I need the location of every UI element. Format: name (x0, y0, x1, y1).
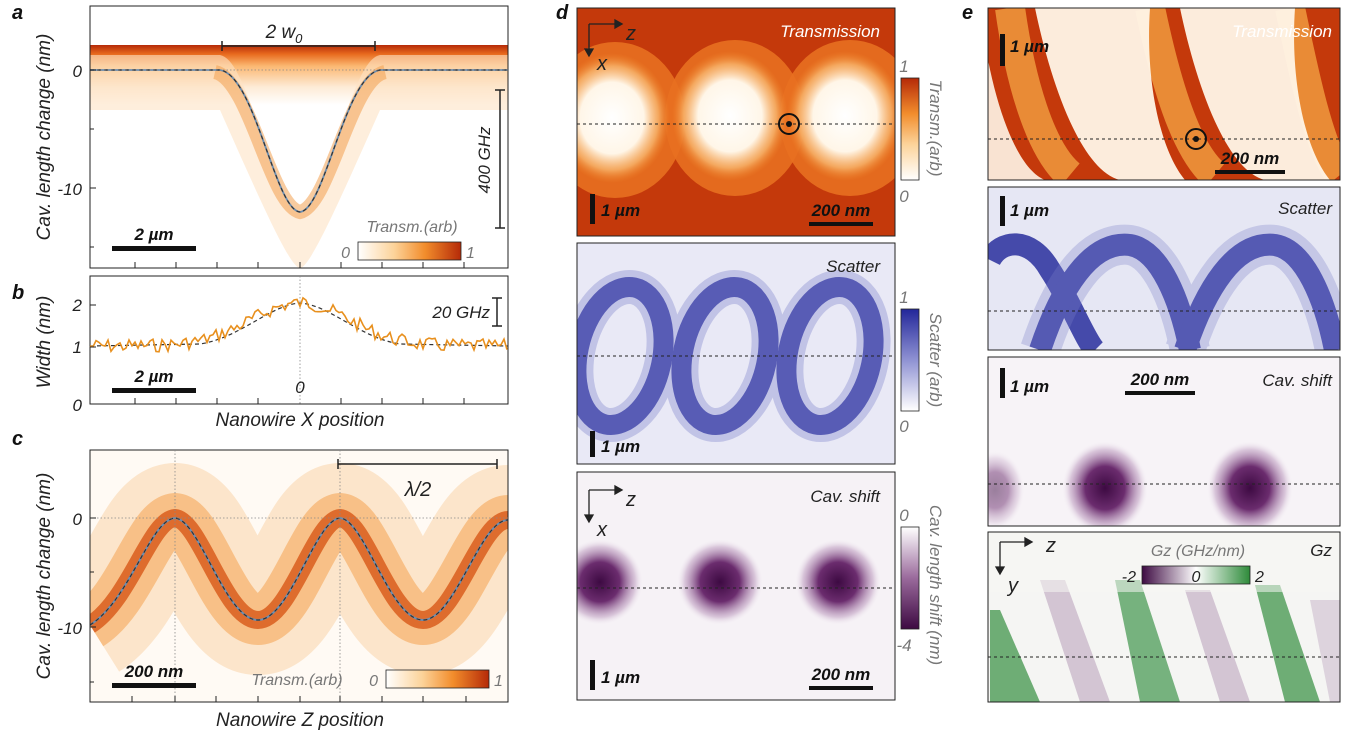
e-map2-scale-v: 1 µm (1010, 201, 1049, 220)
c-xlabel: Nanowire Z position (216, 710, 384, 731)
a-ylabel: Cav. length change (nm) (34, 34, 55, 241)
e-map1-scale-v: 1 µm (1010, 37, 1049, 56)
d-axis-x-2: x (596, 519, 608, 541)
panel-letter-a: a (12, 2, 24, 24)
a-400ghz-label: 400 GHz (475, 126, 494, 194)
e-scatter-map (988, 187, 1340, 350)
d-cbar2-min: 0 (899, 417, 909, 436)
c-ytick-0: 0 (73, 510, 83, 529)
c-cbar-max: 1 (494, 673, 503, 690)
e-gz-cbar-max: 2 (1254, 569, 1264, 586)
panel-b: 2 1 0 Width (nm) 0 20 GHz 2 µm Nanowire … (34, 275, 509, 431)
d-map3-scale-v: 1 µm (601, 668, 640, 687)
c-ylabel: Cav. length change (nm) (34, 473, 55, 680)
d-map3-scale-h: 200 nm (811, 665, 871, 684)
d-transmission-map (577, 8, 895, 236)
d-axis-x: x (596, 53, 608, 75)
e-map1-scale-h: 200 nm (1220, 149, 1280, 168)
d-cbar2-max: 1 (899, 288, 908, 307)
c-cbar-title: Transm.(arb) (251, 672, 342, 689)
a-scalebar-label: 2 µm (133, 225, 173, 244)
panel-d: z x Transmission 1 µm 200 nm 1 0 Transm.… (576, 7, 945, 701)
e-map4-title: Gz (1310, 541, 1332, 560)
d-map2-title: Scatter (826, 257, 881, 276)
c-ytick-1: -10 (57, 619, 82, 638)
d-cbar1-max: 1 (899, 57, 908, 76)
a-ytick-0: 0 (73, 62, 83, 81)
e-gz-cbar-min: -2 (1122, 569, 1136, 586)
panel-c: 0 -10 Cav. length change (nm) λ/2 200 nm… (34, 449, 509, 731)
a-cbar-min: 0 (341, 245, 350, 262)
d-map2-scale-v: 1 µm (601, 437, 640, 456)
panel-letter-b: b (12, 282, 25, 304)
d-map1-scale-h: 200 nm (811, 201, 871, 220)
e-map1-title: Transmission (1232, 22, 1332, 41)
e-map3-scale-v: 1 µm (1010, 377, 1049, 396)
c-cbar-min: 0 (369, 673, 378, 690)
e-axis-y: y (1006, 575, 1019, 597)
e-map3-scale-h: 200 nm (1130, 370, 1190, 389)
d-axis-z: z (625, 23, 636, 45)
b-20ghz-label: 20 GHz (431, 303, 490, 322)
panel-a: 0 -10 Cav. length change (nm) 2 w0 400 G… (34, 5, 509, 269)
d-scatter-map (577, 243, 895, 464)
e-cavshift-map (988, 357, 1340, 526)
d-map1-title: Transmission (780, 22, 880, 41)
d-map1-scale-v: 1 µm (601, 201, 640, 220)
d-cbar1-min: 0 (899, 187, 909, 206)
b-x-zero: 0 (295, 378, 305, 397)
c-lambda-label: λ/2 (404, 479, 432, 501)
d-cbar2-label: Scatter (arb) (926, 313, 945, 407)
a-ytick-1: -10 (57, 180, 82, 199)
d-cbar3-min: -4 (896, 636, 911, 655)
e-gz-cbar-title: Gz (GHz/nm) (1151, 543, 1245, 560)
d-cavshift-map (577, 472, 895, 700)
e-gz-map (988, 532, 1340, 702)
panel-letter-c: c (12, 428, 24, 450)
panel-e: Transmission 1 µm 200 nm Scatter 1 µm (987, 7, 1341, 703)
e-axis-z: z (1045, 535, 1056, 557)
panel-letter-d: d (556, 2, 569, 24)
a-cbar-max: 1 (466, 245, 475, 262)
e-gz-cbar-mid: 0 (1192, 569, 1201, 586)
a-cbar-title: Transm.(arb) (366, 219, 457, 236)
e-map3-title: Cav. shift (1262, 371, 1333, 390)
d-map3-title: Cav. shift (810, 487, 881, 506)
b-ytick-0: 0 (73, 396, 83, 415)
d-cbar3-label: Cav. length shift (nm) (926, 505, 945, 665)
c-scalebar-label: 200 nm (124, 662, 184, 681)
b-ytick-2: 2 (72, 296, 83, 315)
panel-letter-e: e (962, 2, 974, 24)
b-scalebar-label: 2 µm (133, 367, 173, 386)
d-cbar3-max: 0 (899, 506, 909, 525)
d-axis-z-2: z (625, 489, 636, 511)
e-transmission-map (988, 8, 1340, 180)
b-ytick-1: 1 (73, 338, 82, 357)
b-xlabel: Nanowire X position (216, 410, 385, 431)
d-cbar1-label: Transm.(arb) (926, 80, 945, 177)
b-ylabel: Width (nm) (34, 296, 55, 389)
a-2w0-label: 2 w0 (265, 22, 304, 46)
e-map2-title: Scatter (1278, 199, 1333, 218)
